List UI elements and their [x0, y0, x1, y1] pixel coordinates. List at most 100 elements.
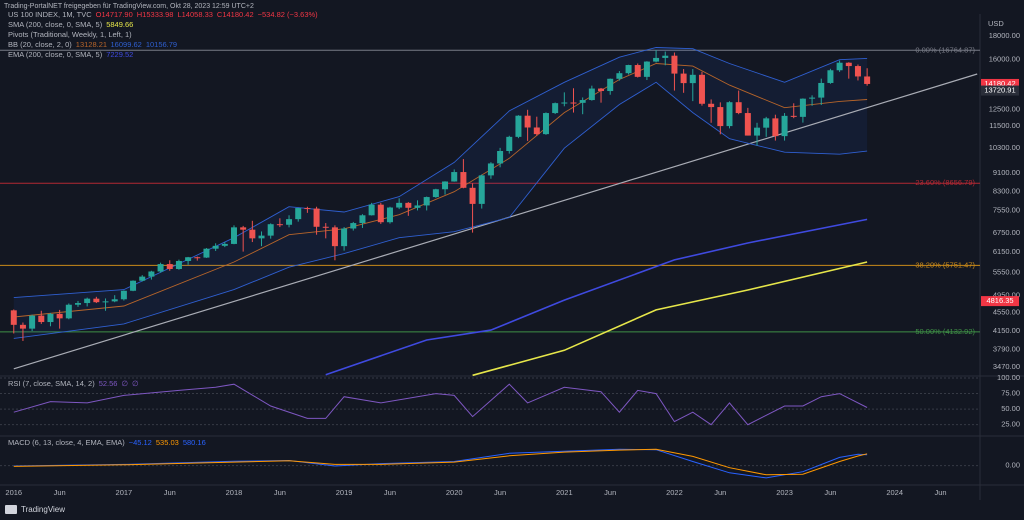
- legend-text: 10156.79: [146, 40, 177, 49]
- overlay-line: [325, 218, 868, 376]
- candle-body: [111, 299, 118, 302]
- x-tick-label: 2016: [5, 488, 22, 497]
- candle-body: [469, 187, 476, 204]
- candle-body: [809, 97, 816, 99]
- x-tick-label: 2020: [446, 488, 463, 497]
- candle-body: [10, 310, 17, 325]
- candle-body: [185, 257, 192, 261]
- legend-text: BB (20, close, 2, 0): [8, 40, 72, 49]
- legend-text: Pivots (Traditional, Weekly, 1, Left, 1): [8, 30, 132, 39]
- candle-body: [662, 55, 669, 58]
- y-tick-label: 16000.00: [989, 55, 1020, 64]
- legend-text: −534.82 (−3.63%): [258, 10, 319, 19]
- candle-body: [487, 163, 494, 176]
- x-tick-label: Jun: [164, 488, 176, 497]
- candle-body: [717, 107, 724, 127]
- legend-row: EMA (200, close, 0, SMA, 5) 7229.52: [8, 50, 133, 59]
- legend-text: RSI (7, close, SMA, 14, 2): [8, 379, 95, 388]
- legend-row: BB (20, close, 2, 0) 13128.21 16099.62 1015…: [8, 40, 177, 49]
- overlay-line: [472, 261, 868, 377]
- x-tick-label: 2018: [226, 488, 243, 497]
- candle-body: [579, 100, 586, 103]
- price-label-box: [981, 296, 1019, 307]
- legend-text: C14180.42: [217, 10, 254, 19]
- legend-text: ∅: [132, 379, 139, 388]
- legend-text: MACD (6, 13, close, 4, EMA, EMA): [8, 438, 125, 447]
- candle-body: [735, 102, 742, 114]
- candle-body: [93, 298, 100, 303]
- candle-body: [570, 102, 577, 104]
- indicator-tick-label: 0.00: [1005, 461, 1020, 470]
- candle-body: [671, 55, 678, 74]
- candle-body: [524, 115, 531, 128]
- x-tick-label: Jun: [54, 488, 66, 497]
- candle-body: [240, 227, 247, 230]
- indicator-tick-label: 50.00: [1001, 404, 1020, 413]
- overlay-line: [13, 47, 868, 299]
- candle-body: [313, 208, 320, 227]
- candle-body: [29, 315, 36, 329]
- candle-body: [148, 271, 155, 277]
- y-tick-label: 18000.00: [989, 31, 1020, 40]
- legend-text: SMA (200, close, 0, SMA, 5): [8, 20, 103, 29]
- candle-body: [166, 264, 173, 269]
- candle-body: [744, 113, 751, 136]
- candle-body: [561, 102, 568, 104]
- x-tick-label: 2021: [556, 488, 573, 497]
- candle-body: [763, 118, 770, 128]
- fib-level-label: 23.60% (8656.79): [915, 178, 975, 187]
- candle-body: [396, 202, 403, 208]
- legend-text: 7229.52: [106, 50, 133, 59]
- candle-body: [643, 61, 650, 77]
- legend-text: 5849.66: [106, 20, 133, 29]
- candle-body: [74, 303, 81, 305]
- candle-body: [634, 65, 641, 77]
- y-tick-label: 10300.00: [989, 143, 1020, 152]
- x-tick-label: Jun: [604, 488, 616, 497]
- legend-text: −45.12: [129, 438, 152, 447]
- candle-body: [451, 172, 458, 182]
- candle-body: [130, 280, 137, 291]
- share-caption: Trading-PortalNET freigegeben für Tradin…: [4, 3, 254, 10]
- candle-body: [341, 228, 348, 247]
- candle-body: [460, 172, 467, 188]
- candle-body: [267, 224, 274, 236]
- candle-body: [680, 73, 687, 84]
- legend-text: L14058.33: [177, 10, 212, 19]
- candle-body: [331, 227, 338, 247]
- candle-body: [203, 248, 210, 258]
- fib-level-label: 50.00% (4132.92): [915, 327, 975, 336]
- candle-body: [47, 313, 54, 323]
- y-tick-label: 5550.00: [993, 268, 1020, 277]
- candle-body: [689, 74, 696, 84]
- candle-body: [295, 208, 302, 220]
- candle-body: [542, 113, 549, 135]
- candle-body: [423, 197, 430, 206]
- candle-body: [772, 118, 779, 137]
- candle-body: [726, 102, 733, 127]
- x-tick-label: Jun: [274, 488, 286, 497]
- candle-body: [56, 313, 63, 319]
- candle-body: [588, 88, 595, 101]
- x-tick-label: 2023: [776, 488, 793, 497]
- legend-row: US 100 INDEX, 1M, TVC O14717.90 H15333.98 L…: [8, 10, 318, 19]
- indicator-line: [13, 448, 868, 476]
- x-tick-label: Jun: [714, 488, 726, 497]
- candle-body: [827, 70, 834, 83]
- y-tick-label: 6750.00: [993, 228, 1020, 237]
- candle-body: [286, 219, 293, 225]
- y-tick-label: 6150.00: [993, 247, 1020, 256]
- x-tick-label: 2024: [886, 488, 903, 497]
- candle-body: [221, 243, 228, 246]
- y-tick-label: 3470.00: [993, 362, 1020, 371]
- y-tick-label: 11500.00: [989, 121, 1020, 130]
- candle-body: [120, 290, 127, 300]
- candle-body: [304, 208, 311, 210]
- candle-body: [836, 62, 843, 71]
- candle-body: [864, 76, 871, 84]
- indicator-line: [13, 383, 868, 426]
- candle-body: [102, 301, 109, 303]
- candle-body: [698, 74, 705, 104]
